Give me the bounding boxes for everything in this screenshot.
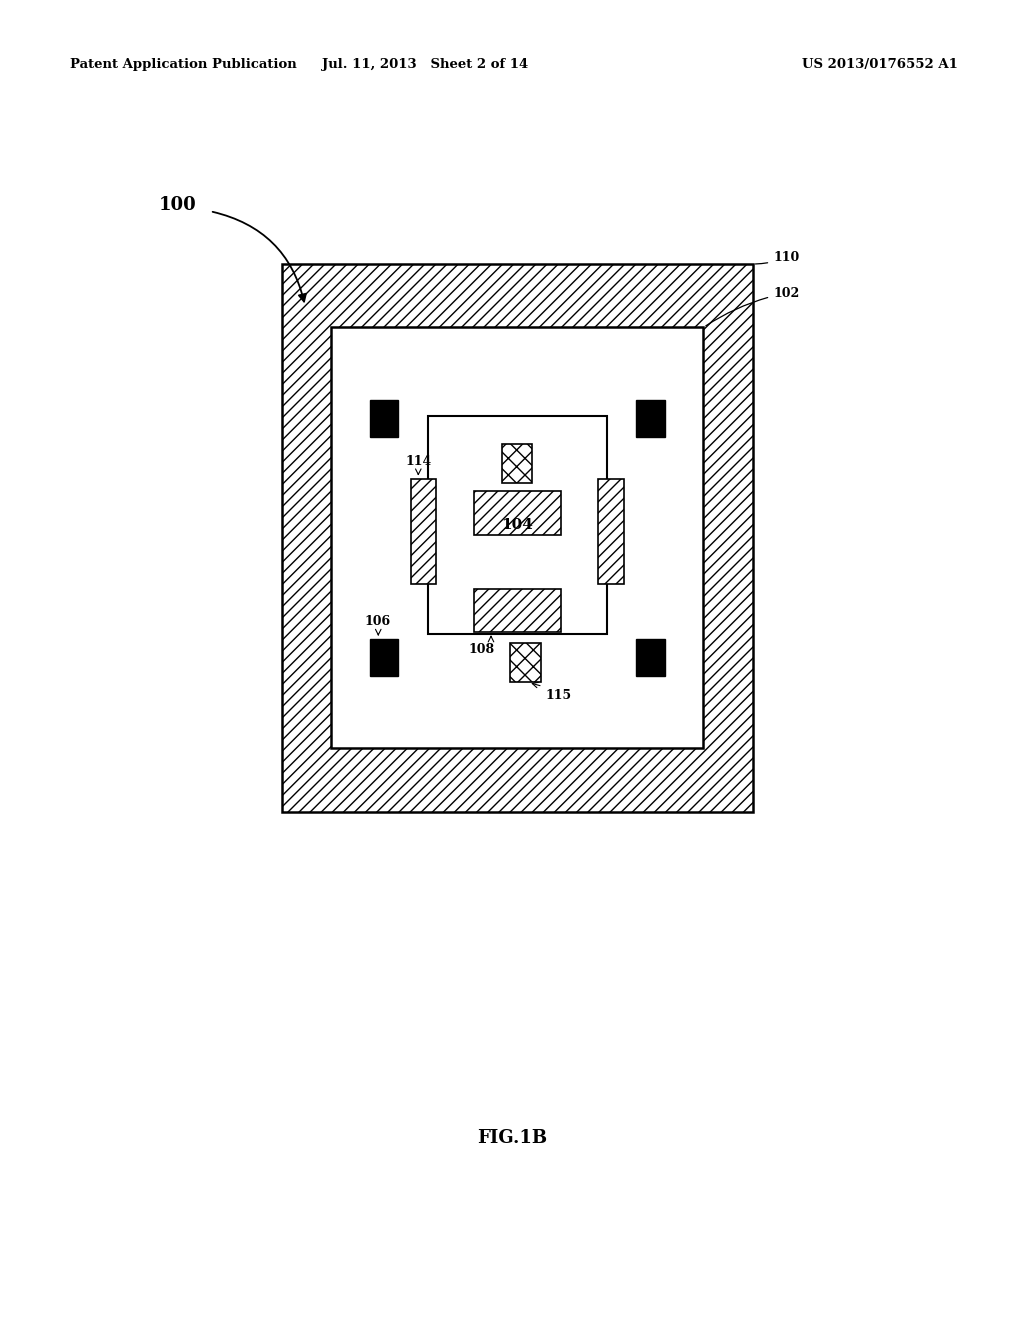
- Text: 102: 102: [706, 286, 800, 326]
- Text: 114: 114: [406, 455, 432, 469]
- Bar: [636, 400, 665, 437]
- Text: 104: 104: [501, 517, 534, 532]
- Bar: [510, 643, 541, 682]
- Text: Patent Application Publication: Patent Application Publication: [70, 58, 296, 71]
- Bar: [331, 327, 703, 748]
- Text: 106: 106: [365, 615, 391, 628]
- Text: 108: 108: [469, 643, 495, 656]
- Text: 110: 110: [756, 251, 800, 264]
- Text: 115: 115: [546, 689, 572, 702]
- Bar: [636, 639, 665, 676]
- Bar: [502, 444, 532, 483]
- Text: Jul. 11, 2013   Sheet 2 of 14: Jul. 11, 2013 Sheet 2 of 14: [322, 58, 528, 71]
- Text: 100: 100: [159, 195, 197, 214]
- Bar: [411, 479, 436, 583]
- Bar: [282, 264, 753, 812]
- FancyArrowPatch shape: [213, 211, 306, 301]
- Bar: [370, 639, 398, 676]
- Bar: [598, 479, 624, 583]
- Bar: [370, 400, 398, 437]
- Bar: [473, 491, 561, 535]
- Bar: [473, 589, 561, 632]
- Text: FIG.1B: FIG.1B: [477, 1129, 547, 1147]
- Text: US 2013/0176552 A1: US 2013/0176552 A1: [802, 58, 957, 71]
- Bar: [428, 416, 606, 634]
